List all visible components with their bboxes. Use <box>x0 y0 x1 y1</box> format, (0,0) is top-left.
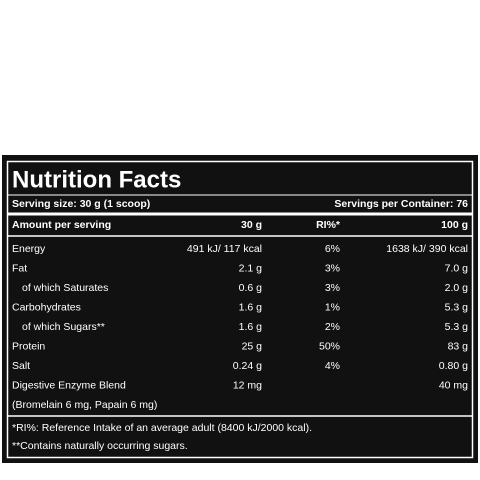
nutrient-name: (Bromelain 6 mg, Papain 6 mg) <box>12 399 157 411</box>
nutrient-name: Protein <box>12 340 45 352</box>
per-100g: 83 g <box>448 340 469 352</box>
per-serving: 491 kJ/ 117 kcal <box>187 243 262 255</box>
footnote: *RI%: Reference Intake of an average adu… <box>12 422 312 434</box>
nutrient-name: Carbohydrates <box>12 301 81 313</box>
per-serving: 1.6 g <box>239 321 263 333</box>
reference-intake: 4% <box>325 360 340 372</box>
reference-intake: 3% <box>325 282 340 294</box>
footnote: **Contains naturally occurring sugars. <box>12 440 188 452</box>
reference-intake: 1% <box>325 301 340 313</box>
nutrient-name: Fat <box>12 262 27 274</box>
per-serving: 0.24 g <box>233 360 262 372</box>
column-header: RI%* <box>316 219 341 231</box>
nutrient-name: of which Sugars** <box>22 321 105 333</box>
serving-size: Serving size: 30 g (1 scoop) <box>12 198 150 210</box>
reference-intake: 6% <box>325 243 340 255</box>
per-serving: 25 g <box>242 340 263 352</box>
per-serving: 2.1 g <box>239 262 263 274</box>
nutrient-name: Digestive Enzyme Blend <box>12 379 126 391</box>
label-border <box>6 160 474 459</box>
per-100g: 0.80 g <box>439 360 468 372</box>
per-100g: 5.3 g <box>445 321 469 333</box>
per-100g: 7.0 g <box>445 262 469 274</box>
reference-intake: 50% <box>319 340 340 352</box>
nutrient-name: Salt <box>12 360 30 372</box>
nutrient-name: Energy <box>12 243 46 255</box>
column-header: Amount per serving <box>12 219 111 231</box>
label-background <box>2 155 478 463</box>
per-serving: 0.6 g <box>239 282 263 294</box>
servings-per-container: Servings per Container: 76 <box>334 198 468 210</box>
column-header: 100 g <box>441 219 468 231</box>
title: Nutrition Facts <box>12 166 181 193</box>
column-header: 30 g <box>241 219 262 231</box>
per-100g: 5.3 g <box>445 301 469 313</box>
per-100g: 40 mg <box>439 379 468 391</box>
per-100g: 1638 kJ/ 390 kcal <box>386 243 468 255</box>
reference-intake: 3% <box>325 262 340 274</box>
nutrient-name: of which Saturates <box>22 282 108 294</box>
reference-intake: 2% <box>325 321 340 333</box>
per-serving: 12 mg <box>233 379 262 391</box>
per-100g: 2.0 g <box>445 282 469 294</box>
per-serving: 1.6 g <box>239 301 263 313</box>
